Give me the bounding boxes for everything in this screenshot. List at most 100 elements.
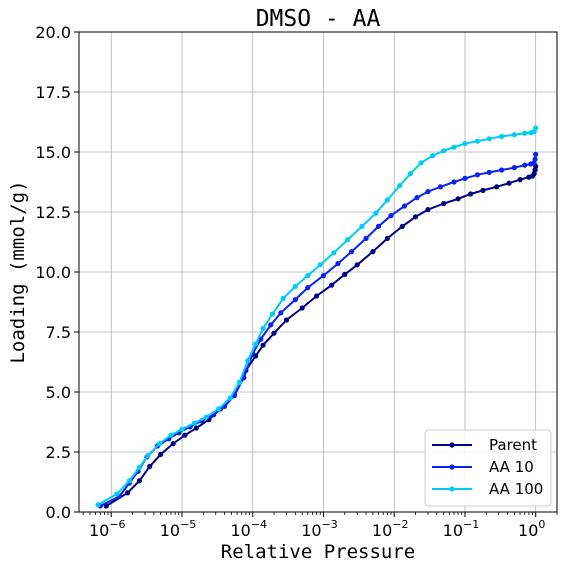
data-point bbox=[124, 490, 131, 496]
data-point bbox=[425, 189, 431, 195]
axis-ticks: 0.0 2.5 5.0 7.5 10.0 12.5 15.0 17.5 20.0 10−6 10−5… bbox=[35, 23, 558, 540]
data-point bbox=[236, 379, 243, 385]
data-point bbox=[370, 249, 376, 255]
data-point bbox=[299, 305, 305, 311]
legend-box bbox=[424, 429, 552, 507]
data-point bbox=[268, 322, 274, 328]
data-point bbox=[179, 426, 185, 432]
data-point bbox=[506, 180, 512, 186]
data-point bbox=[359, 223, 365, 229]
x-tick-label: 10−4 bbox=[230, 518, 267, 540]
data-point bbox=[373, 210, 379, 216]
data-point bbox=[451, 179, 457, 185]
data-point bbox=[114, 491, 120, 497]
series-aa-10 bbox=[97, 151, 539, 509]
data-point bbox=[363, 235, 369, 241]
y-tick-label: 10.0 bbox=[35, 263, 71, 282]
data-point bbox=[354, 262, 360, 268]
data-point bbox=[462, 141, 468, 147]
x-tick-label: 10−3 bbox=[301, 518, 338, 540]
data-point bbox=[136, 465, 143, 471]
data-point bbox=[305, 273, 311, 279]
legend-swatch-marker bbox=[449, 486, 455, 492]
data-point bbox=[384, 197, 390, 203]
legend-swatch-marker bbox=[449, 442, 455, 448]
data-point bbox=[331, 250, 337, 256]
data-point bbox=[467, 191, 474, 197]
data-point bbox=[126, 478, 132, 484]
data-point bbox=[486, 136, 492, 142]
data-point bbox=[95, 502, 101, 508]
data-point bbox=[145, 453, 151, 459]
data-point bbox=[227, 395, 233, 401]
data-point bbox=[147, 463, 153, 469]
data-point bbox=[407, 171, 414, 177]
data-point bbox=[414, 195, 420, 201]
data-point bbox=[278, 310, 284, 316]
data-point bbox=[462, 175, 468, 181]
chart-title: DMSO - AA bbox=[256, 6, 381, 32]
data-point bbox=[269, 311, 276, 317]
x-tick-label: 100 bbox=[518, 518, 545, 540]
data-point bbox=[522, 162, 528, 168]
data-point bbox=[328, 282, 335, 288]
data-point bbox=[384, 235, 390, 241]
legend: Parent AA 10 AA 100 bbox=[424, 429, 552, 507]
data-point bbox=[474, 138, 481, 144]
y-tick-label: 20.0 bbox=[35, 23, 71, 42]
data-point bbox=[441, 201, 447, 207]
data-point bbox=[493, 184, 500, 190]
data-point bbox=[480, 187, 486, 193]
data-point bbox=[455, 196, 461, 202]
data-point bbox=[283, 317, 290, 323]
data-point bbox=[260, 325, 266, 331]
data-point bbox=[533, 125, 539, 131]
data-point bbox=[418, 160, 424, 166]
data-point bbox=[425, 207, 431, 213]
legend-label: AA 10 bbox=[489, 458, 534, 476]
series-aa-100 bbox=[95, 125, 539, 508]
data-point bbox=[335, 261, 341, 267]
data-point bbox=[388, 213, 394, 219]
data-point bbox=[168, 432, 174, 438]
legend-label: Parent bbox=[489, 436, 537, 454]
data-point bbox=[511, 132, 518, 138]
data-point bbox=[182, 432, 188, 438]
data-point bbox=[216, 406, 222, 412]
data-point bbox=[156, 441, 163, 447]
data-point bbox=[399, 223, 405, 229]
legend-label: AA 100 bbox=[489, 480, 543, 498]
y-tick-label: 15.0 bbox=[35, 143, 71, 162]
data-point bbox=[271, 330, 277, 336]
data-point bbox=[522, 130, 528, 136]
data-point bbox=[158, 451, 164, 457]
data-point bbox=[193, 425, 200, 431]
data-point bbox=[437, 184, 444, 190]
y-tick-label: 5.0 bbox=[46, 383, 71, 402]
legend-item-parent: Parent bbox=[432, 436, 537, 454]
x-tick-label: 10−5 bbox=[160, 518, 197, 540]
y-tick-label: 12.5 bbox=[35, 203, 71, 222]
data-point bbox=[280, 295, 286, 301]
data-point bbox=[317, 262, 323, 268]
data-point bbox=[375, 223, 382, 229]
data-point bbox=[401, 203, 408, 209]
y-tick-label: 7.5 bbox=[46, 323, 71, 342]
data-point bbox=[441, 148, 447, 154]
data-point bbox=[345, 237, 351, 243]
data-point bbox=[451, 144, 457, 150]
y-tick-label: 2.5 bbox=[46, 443, 71, 462]
data-point bbox=[532, 156, 538, 162]
data-point bbox=[474, 172, 481, 178]
data-point bbox=[517, 177, 523, 183]
data-point bbox=[499, 167, 505, 173]
x-tick-label: 10−2 bbox=[372, 518, 409, 540]
data-point bbox=[203, 414, 209, 420]
data-point bbox=[245, 358, 251, 364]
data-point bbox=[305, 285, 311, 291]
series-layer bbox=[95, 125, 539, 509]
data-point bbox=[170, 441, 176, 447]
x-tick-label: 10−1 bbox=[443, 518, 480, 540]
y-axis-label: Loading (mmol/g) bbox=[7, 180, 29, 363]
